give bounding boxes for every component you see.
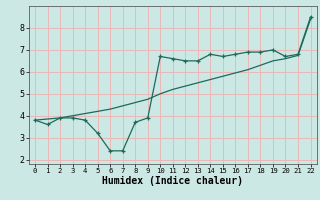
X-axis label: Humidex (Indice chaleur): Humidex (Indice chaleur) <box>102 176 243 186</box>
